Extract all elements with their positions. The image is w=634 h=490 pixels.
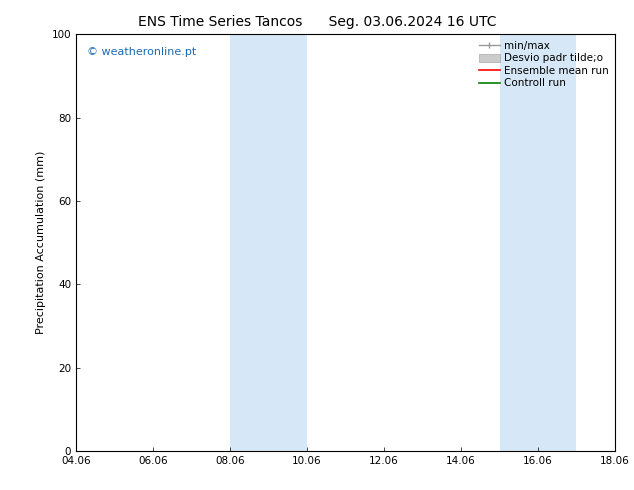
Legend: min/max, Desvio padr tilde;o, Ensemble mean run, Controll run: min/max, Desvio padr tilde;o, Ensemble m… bbox=[476, 37, 612, 92]
Text: ENS Time Series Tancos      Seg. 03.06.2024 16 UTC: ENS Time Series Tancos Seg. 03.06.2024 1… bbox=[138, 15, 496, 29]
Y-axis label: Precipitation Accumulation (mm): Precipitation Accumulation (mm) bbox=[36, 151, 46, 334]
Text: © weatheronline.pt: © weatheronline.pt bbox=[87, 47, 196, 57]
Bar bbox=[230, 34, 307, 451]
Bar bbox=[500, 34, 576, 451]
